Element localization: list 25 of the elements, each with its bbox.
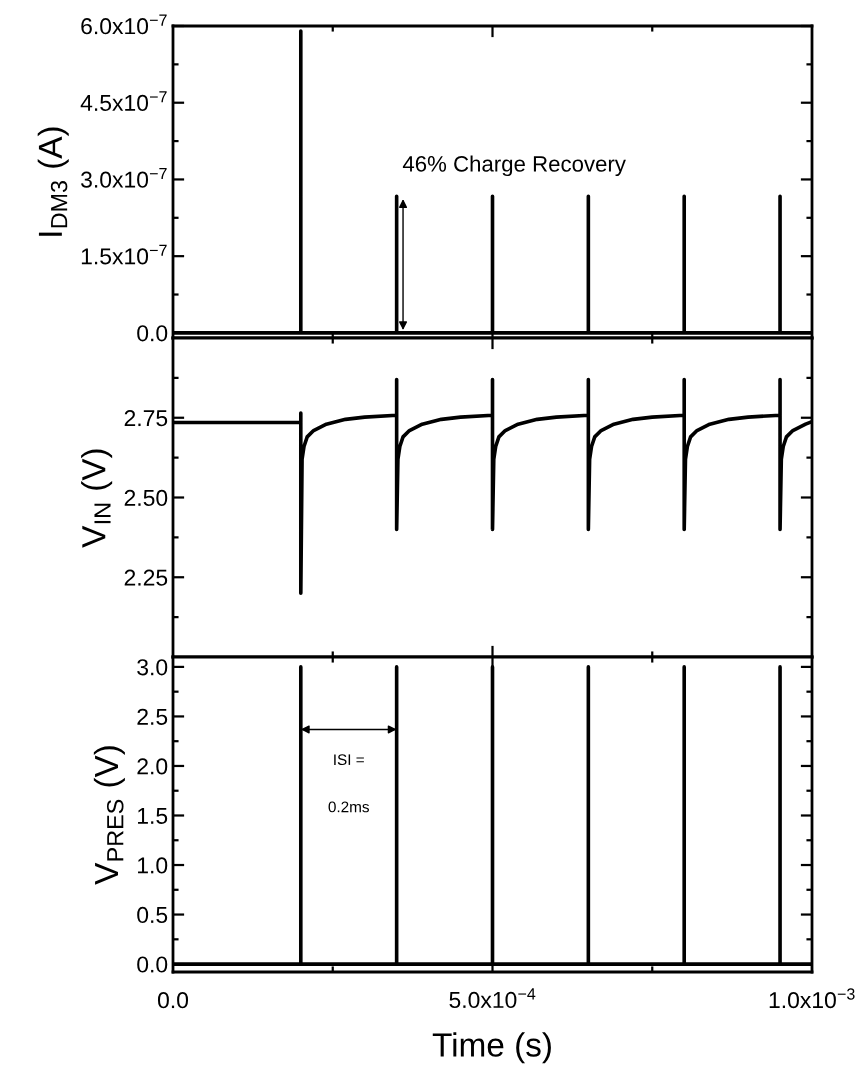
annotation: ISI = bbox=[334, 754, 364, 766]
x-axis-title: Time (s) bbox=[432, 1032, 551, 1064]
y-tick-label: 0.5 bbox=[137, 906, 168, 924]
y-tick-label: 1.5x10$^{−7}$ bbox=[81, 244, 167, 265]
annotation: 46% Charge Recovery bbox=[402, 155, 626, 177]
x-tick-label: 5.0x10$^{−4}$ bbox=[449, 988, 536, 1009]
annotation: 0.2ms bbox=[328, 801, 369, 813]
y-tick-label: 2.25 bbox=[124, 569, 168, 586]
y-tick-label: 1.0 bbox=[138, 857, 168, 874]
y-axis-title: V$_{PRES}$ (V) bbox=[93, 746, 125, 885]
y-tick-label: 0.0 bbox=[137, 956, 168, 973]
y-tick-label: 2.0 bbox=[137, 758, 168, 775]
y-axis-title: I$_{DM3}$ (A) bbox=[37, 127, 69, 236]
y-tick-label: 6.0x10$^{−7}$ bbox=[81, 14, 167, 35]
y-tick-label: 2.5 bbox=[137, 708, 168, 725]
y-tick-label: 4.5x10$^{−7}$ bbox=[80, 91, 167, 112]
y-tick-label: 0.0 bbox=[137, 325, 168, 342]
y-tick-label: 3.0x10$^{−7}$ bbox=[81, 168, 167, 188]
x-tick-label: 0.0 bbox=[157, 992, 189, 1009]
y-axis-title: V$_{IN}$ (V) bbox=[81, 449, 113, 548]
x-tick-label: 1.0x10$^{−3}$ bbox=[769, 988, 855, 1009]
y-tick-label: 1.5 bbox=[138, 808, 168, 825]
y-tick-label: 2.75 bbox=[124, 410, 168, 427]
y-tick-label: 3.0 bbox=[137, 659, 168, 676]
y-tick-label: 2.50 bbox=[124, 489, 168, 507]
